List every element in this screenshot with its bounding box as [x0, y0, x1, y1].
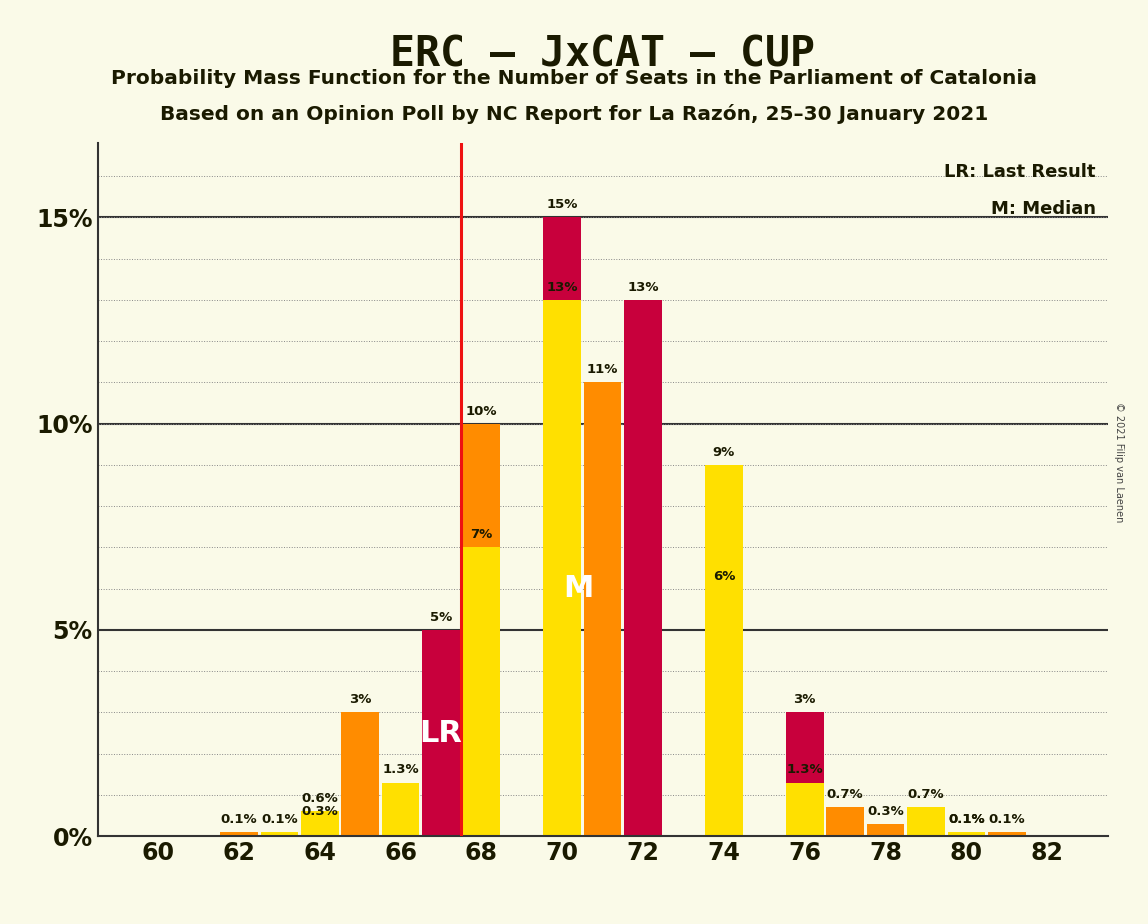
Text: 15%: 15% — [546, 199, 577, 212]
Bar — [705, 465, 743, 836]
Text: 1.3%: 1.3% — [382, 763, 419, 776]
Bar — [220, 833, 258, 836]
Text: 10%: 10% — [466, 405, 497, 418]
Text: 7%: 7% — [471, 529, 492, 541]
Bar — [827, 808, 864, 836]
Bar — [947, 833, 985, 836]
Text: 0.1%: 0.1% — [948, 813, 985, 826]
Bar — [786, 712, 823, 836]
Text: 13%: 13% — [546, 281, 579, 294]
Bar — [705, 589, 743, 836]
Text: 13%: 13% — [627, 281, 659, 294]
Bar — [422, 630, 460, 836]
Bar — [301, 824, 339, 836]
Text: 11%: 11% — [587, 363, 619, 376]
Bar — [261, 833, 298, 836]
Bar — [341, 712, 379, 836]
Bar — [625, 300, 662, 836]
Text: 0.1%: 0.1% — [220, 813, 257, 826]
Text: 9%: 9% — [713, 445, 735, 459]
Text: LR: LR — [420, 719, 463, 748]
Bar — [543, 300, 581, 836]
Text: 1.3%: 1.3% — [786, 763, 823, 776]
Text: © 2021 Filip van Laenen: © 2021 Filip van Laenen — [1115, 402, 1124, 522]
Text: Probability Mass Function for the Number of Seats in the Parliament of Catalonia: Probability Mass Function for the Number… — [111, 69, 1037, 88]
Text: M: Median: M: Median — [991, 201, 1095, 218]
Title: ERC – JxCAT – CUP: ERC – JxCAT – CUP — [390, 34, 815, 76]
Text: 0.7%: 0.7% — [827, 788, 863, 801]
Text: LR: Last Result: LR: Last Result — [944, 164, 1095, 181]
Bar — [907, 808, 945, 836]
Text: 6%: 6% — [713, 569, 735, 582]
Bar — [584, 383, 621, 836]
Text: 0.1%: 0.1% — [261, 813, 297, 826]
Text: 0.3%: 0.3% — [302, 805, 339, 818]
Text: 3%: 3% — [349, 693, 372, 706]
Text: 0.7%: 0.7% — [908, 788, 945, 801]
Bar — [786, 783, 823, 836]
Text: 0.3%: 0.3% — [867, 805, 903, 818]
Bar — [301, 811, 339, 836]
Bar — [947, 833, 985, 836]
Text: M: M — [564, 574, 594, 603]
Bar — [988, 833, 1025, 836]
Text: 0.1%: 0.1% — [988, 813, 1025, 826]
Text: Based on an Opinion Poll by NC Report for La Razón, 25–30 January 2021: Based on an Opinion Poll by NC Report fo… — [160, 103, 988, 124]
Bar — [382, 783, 419, 836]
Bar — [463, 547, 501, 836]
Text: 5%: 5% — [430, 611, 452, 624]
Bar — [463, 424, 501, 836]
Bar — [543, 217, 581, 836]
Text: 0.1%: 0.1% — [948, 813, 985, 826]
Text: 3%: 3% — [793, 693, 816, 706]
Bar — [867, 824, 905, 836]
Text: 0.6%: 0.6% — [302, 792, 339, 806]
